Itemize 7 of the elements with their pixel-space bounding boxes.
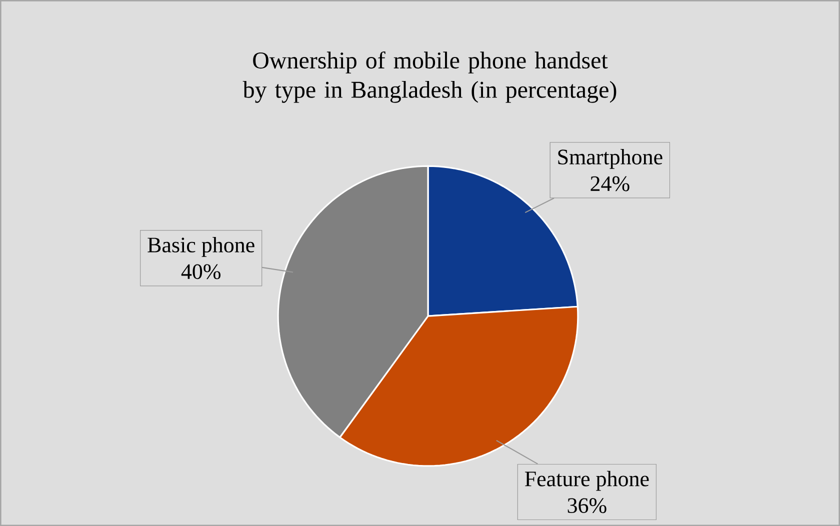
data-label: 24% [590, 176, 630, 192]
data-label: 36% [568, 498, 606, 514]
slice-label: Feature phone [524, 470, 649, 491]
data-label: 40% [181, 264, 220, 280]
slice-label: Smartphone [558, 148, 662, 169]
slice-label: Basic phone [148, 236, 254, 257]
chart-title: Ownership of mobile phone handset by type in Bangladesh (in percentage) [242, 51, 616, 103]
